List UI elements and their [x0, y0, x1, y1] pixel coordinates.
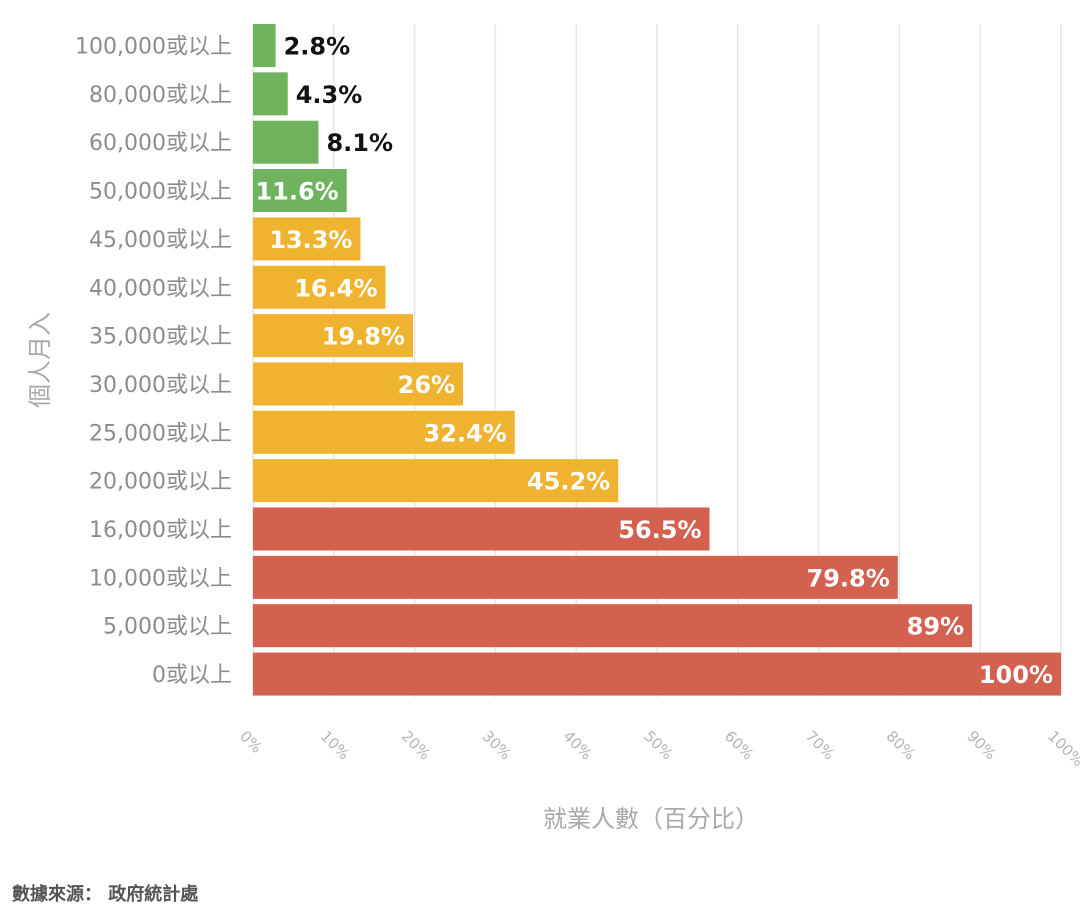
data-label: 11.6%: [255, 178, 338, 206]
category-label: 60,000或以上: [89, 131, 232, 156]
data-label: 13.3%: [269, 226, 352, 254]
data-label: 2.8%: [284, 33, 351, 61]
bar: [253, 459, 619, 503]
data-label: 26%: [398, 371, 455, 399]
category-label: 5,000或以上: [103, 615, 232, 640]
data-label: 79.8%: [807, 564, 890, 592]
data-label: 32.4%: [424, 419, 507, 447]
data-label: 19.8%: [322, 323, 405, 351]
bar: [253, 24, 276, 67]
bar: [253, 555, 898, 599]
bar: [253, 72, 288, 116]
data-label: 4.3%: [296, 81, 363, 109]
category-label: 10,000或以上: [89, 566, 232, 591]
x-tick-label: 50%: [640, 727, 676, 763]
bar: [253, 314, 413, 358]
data-label: 8.1%: [326, 129, 393, 157]
x-tick-label: 100%: [1044, 727, 1080, 770]
x-tick-label: 10%: [317, 727, 353, 763]
x-tick-labels: 0% 10% 20% 30% 40% 50% 60% 70% 80% 90% 100%: [236, 727, 1080, 770]
bar: [253, 362, 464, 406]
data-labels: 2.8% 4.3% 8.1% 11.6% 13.3% 16.4% 19.8% 26% 32.4%…: [255, 33, 1053, 690]
category-labels: 100,000或以上 80,000或以上 60,000或以上 50,000或以上 45,…: [75, 35, 232, 689]
x-tick-label: 0%: [236, 727, 266, 757]
bar: [253, 169, 347, 213]
data-label: 45.2%: [527, 468, 610, 496]
bar: [253, 120, 319, 164]
x-tick-label: 90%: [963, 727, 999, 763]
bars: [253, 24, 1061, 696]
category-label: 45,000或以上: [89, 228, 232, 253]
category-label: 100,000或以上: [75, 35, 232, 60]
data-label: 89%: [907, 613, 964, 641]
category-label: 16,000或以上: [89, 518, 232, 543]
x-axis-title: 就業人數（百分比）: [543, 805, 759, 833]
y-axis-title: 個人月入: [26, 312, 54, 408]
data-label: 100%: [979, 661, 1053, 689]
category-label: 80,000或以上: [89, 83, 232, 108]
category-label: 25,000或以上: [89, 421, 232, 446]
category-label: 35,000或以上: [89, 325, 232, 350]
x-tick-label: 20%: [398, 727, 434, 763]
data-source: 數據來源： 政府統計處: [12, 884, 199, 905]
bar: [253, 265, 386, 309]
bar: [253, 410, 515, 454]
x-tick-label: 30%: [479, 727, 515, 763]
x-tick-label: 80%: [883, 727, 919, 763]
x-tick-label: 70%: [802, 727, 838, 763]
bar: [253, 217, 361, 261]
category-label: 50,000或以上: [89, 180, 232, 205]
bar: [253, 604, 973, 648]
category-label: 40,000或以上: [89, 276, 232, 301]
gridlines: [252, 24, 1062, 697]
x-tick-label: 60%: [721, 727, 757, 763]
category-label: 30,000或以上: [89, 373, 232, 398]
data-label: 56.5%: [618, 516, 701, 544]
x-tick-label: 40%: [559, 727, 595, 763]
category-label: 0或以上: [152, 663, 232, 688]
bar: [253, 507, 710, 551]
data-label: 16.4%: [294, 274, 377, 302]
category-label: 20,000或以上: [89, 470, 232, 495]
bar: [253, 652, 1061, 696]
